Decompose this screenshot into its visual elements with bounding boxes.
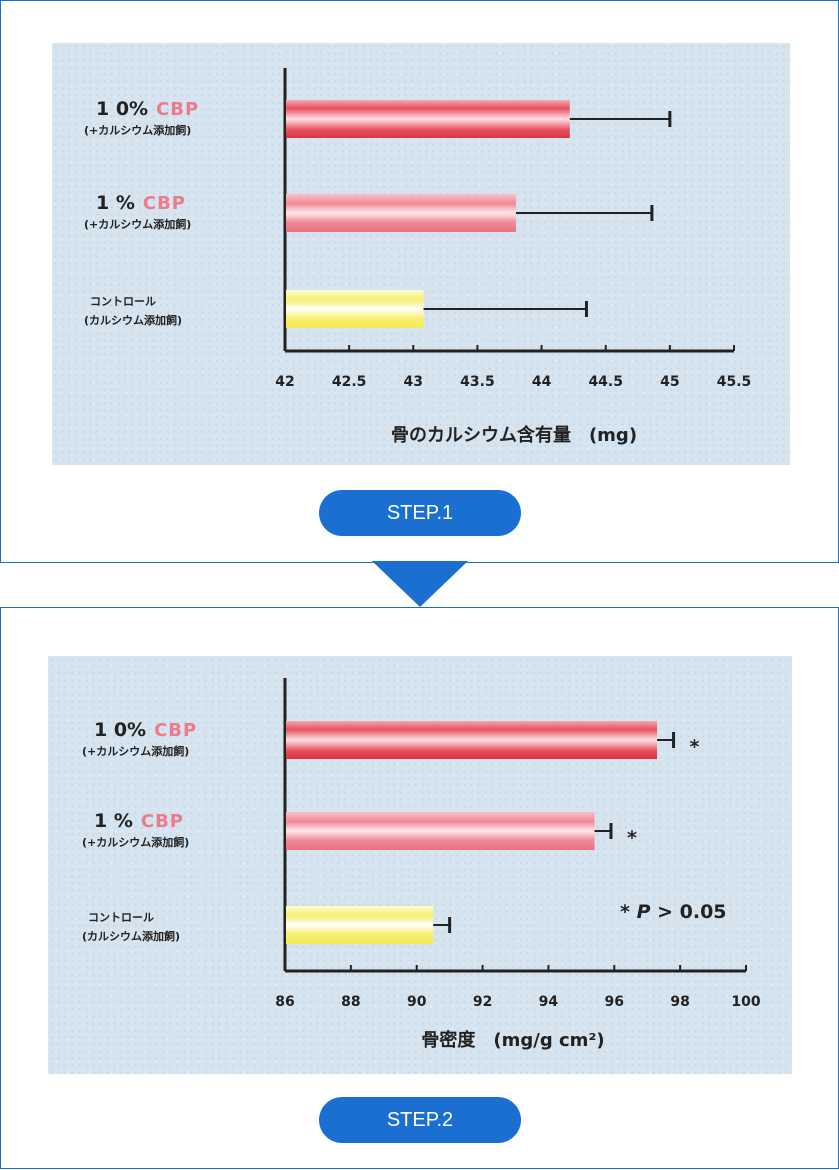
x-axis-title: 骨のカルシウム含有量 (mg) xyxy=(391,424,637,446)
bar xyxy=(286,721,658,759)
x-tick-label: 43 xyxy=(404,374,423,390)
step1-button[interactable]: STEP.1 xyxy=(319,490,521,536)
bar xyxy=(286,812,595,850)
category-label: コントロール xyxy=(88,911,154,924)
x-tick-label: 96 xyxy=(605,994,624,1010)
x-tick-label: 45.5 xyxy=(717,374,752,390)
x-tick-label: 98 xyxy=(670,994,689,1010)
x-tick-label: 92 xyxy=(473,994,492,1010)
step2-button[interactable]: STEP.2 xyxy=(319,1097,521,1143)
bar xyxy=(286,194,516,232)
step1-panel: 42 42.5 43 43.5 44 44.5 45 45.5 1 0% CBP (+カルシウム添加… xyxy=(0,0,839,563)
x-tick-label: 43.5 xyxy=(460,374,495,390)
x-tick-label: 44.5 xyxy=(588,374,623,390)
step2-panel: 86 88 90 92 94 96 98 100 * 1 0% CBP (+カルシウム添加飼) * 1 %… xyxy=(0,607,839,1169)
x-tick-label: 100 xyxy=(731,994,760,1010)
x-tick-label: 88 xyxy=(341,994,360,1010)
x-tick-label: 90 xyxy=(407,994,427,1010)
significance-marker: * xyxy=(627,827,637,849)
category-sublabel: (+カルシウム添加飼) xyxy=(82,744,189,758)
significance-marker: * xyxy=(690,736,700,758)
bar xyxy=(286,100,570,138)
category-sublabel: (カルシウム添加飼) xyxy=(82,929,180,943)
bone-density-chart: 86 88 90 92 94 96 98 100 * 1 0% CBP (+カルシウム添加飼) * 1 %… xyxy=(48,656,792,1074)
category-label: 1 0% CBP xyxy=(94,719,197,741)
category-sublabel: (+カルシウム添加飼) xyxy=(84,123,191,137)
bar xyxy=(286,290,424,328)
down-arrow-icon xyxy=(372,561,468,607)
category-sublabel: (+カルシウム添加飼) xyxy=(84,217,191,231)
bar xyxy=(286,906,434,944)
category-sublabel: (カルシウム添加飼) xyxy=(84,313,182,327)
x-tick-label: 86 xyxy=(275,994,294,1010)
x-axis-title: 骨密度 (mg/g cm²) xyxy=(421,1029,604,1051)
calcium-content-chart: 42 42.5 43 43.5 44 44.5 45 45.5 1 0% CBP (+カルシウム添加… xyxy=(52,43,790,465)
x-tick-label: 45 xyxy=(660,374,679,390)
category-label: 1 0% CBP xyxy=(96,98,199,120)
x-tick-label: 42 xyxy=(275,374,294,390)
bone-density-chart-svg: 86 88 90 92 94 96 98 100 * 1 0% CBP (+カルシウム添加飼) * 1 %… xyxy=(82,678,761,1051)
x-tick-label: 44 xyxy=(532,374,552,390)
x-tick-label: 42.5 xyxy=(332,374,367,390)
category-label: コントロール xyxy=(90,295,156,308)
significance-note: * P > 0.05 xyxy=(620,901,727,923)
category-label: 1 % CBP xyxy=(96,192,186,214)
calcium-content-chart-svg: 42 42.5 43 43.5 44 44.5 45 45.5 1 0% CBP (+カルシウム添加… xyxy=(84,68,752,446)
x-tick-label: 94 xyxy=(539,994,559,1010)
category-label: 1 % CBP xyxy=(94,810,184,832)
category-sublabel: (+カルシウム添加飼) xyxy=(82,835,189,849)
